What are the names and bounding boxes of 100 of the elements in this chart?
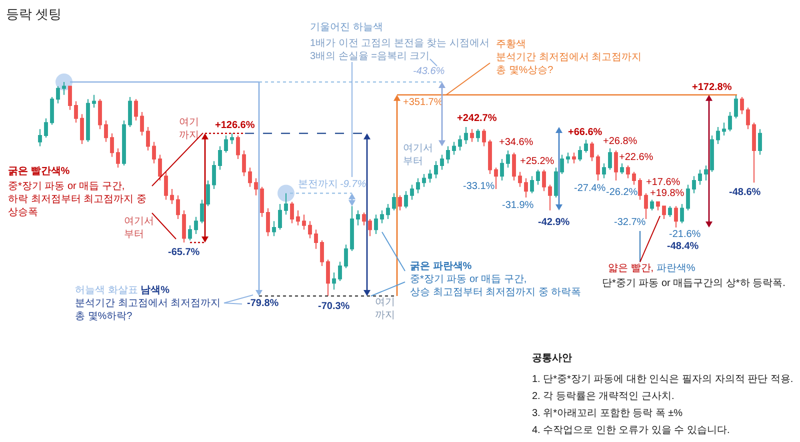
candlestick: [182, 210, 186, 243]
chart-title: 등락 셋팅: [6, 6, 62, 22]
candlestick: [260, 186, 264, 218]
candlestick: [104, 120, 108, 142]
candlestick: [248, 167, 252, 188]
annotation: +242.7%: [457, 113, 497, 124]
candlestick: [266, 208, 270, 237]
candlestick: [452, 141, 456, 156]
candlestick: [500, 158, 504, 181]
candlestick: [470, 128, 474, 142]
candlestick: [422, 174, 426, 188]
annotation: -65.7%: [168, 247, 200, 258]
candlestick: [134, 98, 138, 122]
candlestick: [230, 132, 234, 145]
candlestick: [638, 178, 642, 200]
candlestick: [644, 192, 648, 220]
candlestick: [440, 154, 444, 170]
candlestick: [206, 180, 210, 207]
candlestick: [434, 160, 438, 179]
candlestick: [752, 122, 756, 184]
candlestick: [326, 259, 330, 296]
candlestick: [344, 244, 348, 269]
candlestick: [128, 96, 132, 128]
candlestick: [602, 162, 606, 179]
candlestick: [710, 135, 714, 172]
candlestick: [284, 192, 288, 216]
candlestick: [356, 210, 360, 226]
candlestick: [518, 171, 522, 188]
annotation: +172.8%: [692, 82, 732, 93]
candlestick: [740, 96, 744, 115]
candlestick: [146, 126, 150, 151]
candlestick: [620, 162, 624, 175]
candlestick: [374, 214, 378, 234]
annotation: +66.6%: [568, 127, 602, 138]
candlestick: [716, 126, 720, 145]
annotation: -33.1%: [463, 181, 495, 192]
candlestick: [746, 107, 750, 130]
annotation: +22.6%: [619, 152, 654, 163]
candlestick: [398, 194, 402, 211]
candlestick: [74, 100, 78, 124]
candlestick: [698, 169, 702, 186]
candlestick: [38, 128, 42, 147]
candlestick: [674, 206, 678, 228]
candlestick: [56, 86, 60, 104]
candlestick: [92, 94, 96, 108]
candlestick: [656, 201, 660, 211]
text: 1. 단*중*장기 파동에 대한 인식은 필자의 자의적 판단 적용.: [532, 374, 794, 385]
candlestick: [44, 118, 48, 138]
annotation: -42.9%: [538, 217, 570, 228]
annotation: 굵은 빨간색%: [8, 166, 70, 177]
candlestick: [62, 82, 66, 96]
candlestick: [314, 229, 318, 250]
candlestick: [614, 150, 618, 181]
annotation: 여기 까지: [179, 117, 199, 141]
candlestick: [290, 201, 294, 224]
annotation: +126.6%: [215, 120, 255, 131]
candlestick: [362, 212, 366, 226]
annotation: -31.9%: [502, 200, 534, 211]
candlestick: [482, 128, 486, 147]
annotation: -21.6%: [669, 229, 701, 240]
candlestick: [110, 132, 114, 158]
candlestick: [212, 160, 216, 190]
candlestick: [530, 176, 534, 194]
candlestick: [68, 86, 72, 110]
annotation: 얇은 빨간, 파란색%: [608, 263, 696, 274]
candlestick: [170, 188, 174, 204]
annotation: +17.6%: [646, 177, 680, 188]
candlestick: [236, 135, 240, 160]
candlestick: [506, 150, 510, 168]
candlestick: [98, 98, 102, 130]
text: 3. 위*아래꼬리 포함한 등락 폭 ±%: [532, 408, 683, 419]
annotation: -48.6%: [729, 187, 761, 198]
candlestick: [86, 98, 90, 142]
text: -43.6%: [413, 66, 445, 77]
annotation: 여기서 부터: [124, 216, 154, 240]
candlestick: [224, 135, 228, 154]
candlestick: [392, 192, 396, 211]
candlestick: [608, 148, 612, 170]
candlestick: [488, 139, 492, 175]
candlestick: [494, 167, 498, 190]
candlestick: [722, 122, 726, 136]
candlestick: [416, 178, 420, 194]
candlestick: [386, 203, 390, 220]
text: 주황색 분석기간 최저점에서 최고점까지 총 몇%상승?: [496, 39, 642, 76]
candlestick: [254, 178, 258, 196]
candlestick: [542, 169, 546, 192]
candlestick: [116, 148, 120, 168]
candlestick: [188, 224, 192, 241]
annotation: 허늘색 화살표 남색%: [75, 285, 170, 296]
text: -79.8%: [247, 298, 279, 309]
candlestick: [278, 203, 282, 230]
candlestick: [296, 210, 300, 226]
candlestick: [194, 216, 198, 234]
candlestick: [50, 96, 54, 126]
candlestick: [662, 206, 666, 220]
text: 2. 각 등락률은 개략적인 근사치.: [532, 391, 674, 402]
candlestick: [368, 218, 372, 237]
candlestick: [728, 111, 732, 132]
candlestick: [584, 139, 588, 154]
candlestick: [410, 184, 414, 200]
